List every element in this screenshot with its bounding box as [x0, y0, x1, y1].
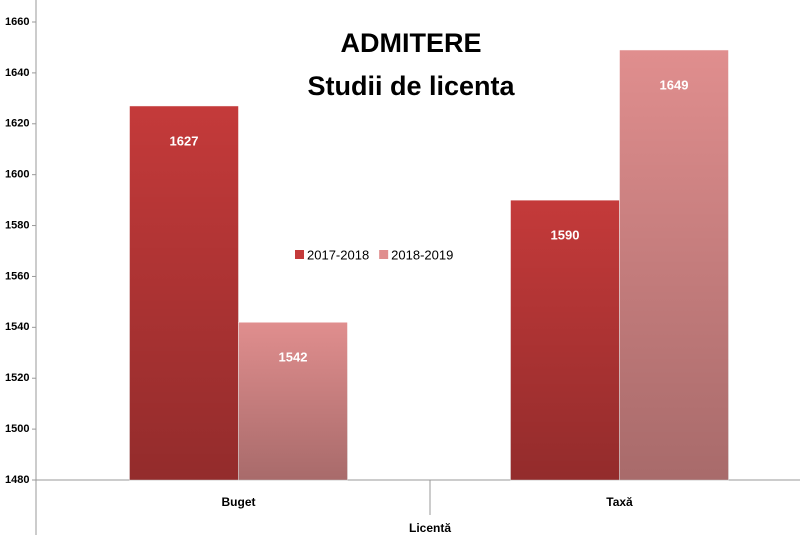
legend-label: 2017-2018 [307, 247, 369, 262]
y-tick-label: 1580 [5, 219, 29, 231]
y-tick-label: 1500 [5, 423, 29, 435]
legend-swatch [379, 250, 389, 259]
chart-title: ADMITERE [341, 28, 482, 58]
legend-label: 2018-2019 [391, 247, 453, 262]
bar [238, 321, 348, 481]
value-label: 1627 [170, 133, 199, 148]
y-tick-label: 1480 [5, 474, 29, 486]
y-tick-label: 1520 [5, 372, 29, 384]
value-label: 1542 [279, 350, 308, 365]
y-tick-label: 1540 [5, 321, 29, 333]
y-tick-label: 1560 [5, 270, 29, 282]
y-tick-label: 1660 [5, 16, 29, 28]
value-label: 1590 [551, 228, 580, 243]
bar [129, 105, 239, 481]
x-tick-label: Buget [222, 495, 256, 509]
legend-swatch [295, 250, 304, 259]
y-tick-label: 1600 [5, 169, 29, 181]
y-tick-label: 1640 [5, 67, 29, 79]
bar [619, 49, 729, 481]
x-tick-label: Taxă [606, 495, 633, 509]
chart-subtitle: Studii de licenta [307, 71, 515, 101]
y-tick-label: 1620 [5, 118, 29, 130]
x-axis-title: Licentă [409, 521, 451, 535]
value-label: 1649 [660, 77, 689, 92]
